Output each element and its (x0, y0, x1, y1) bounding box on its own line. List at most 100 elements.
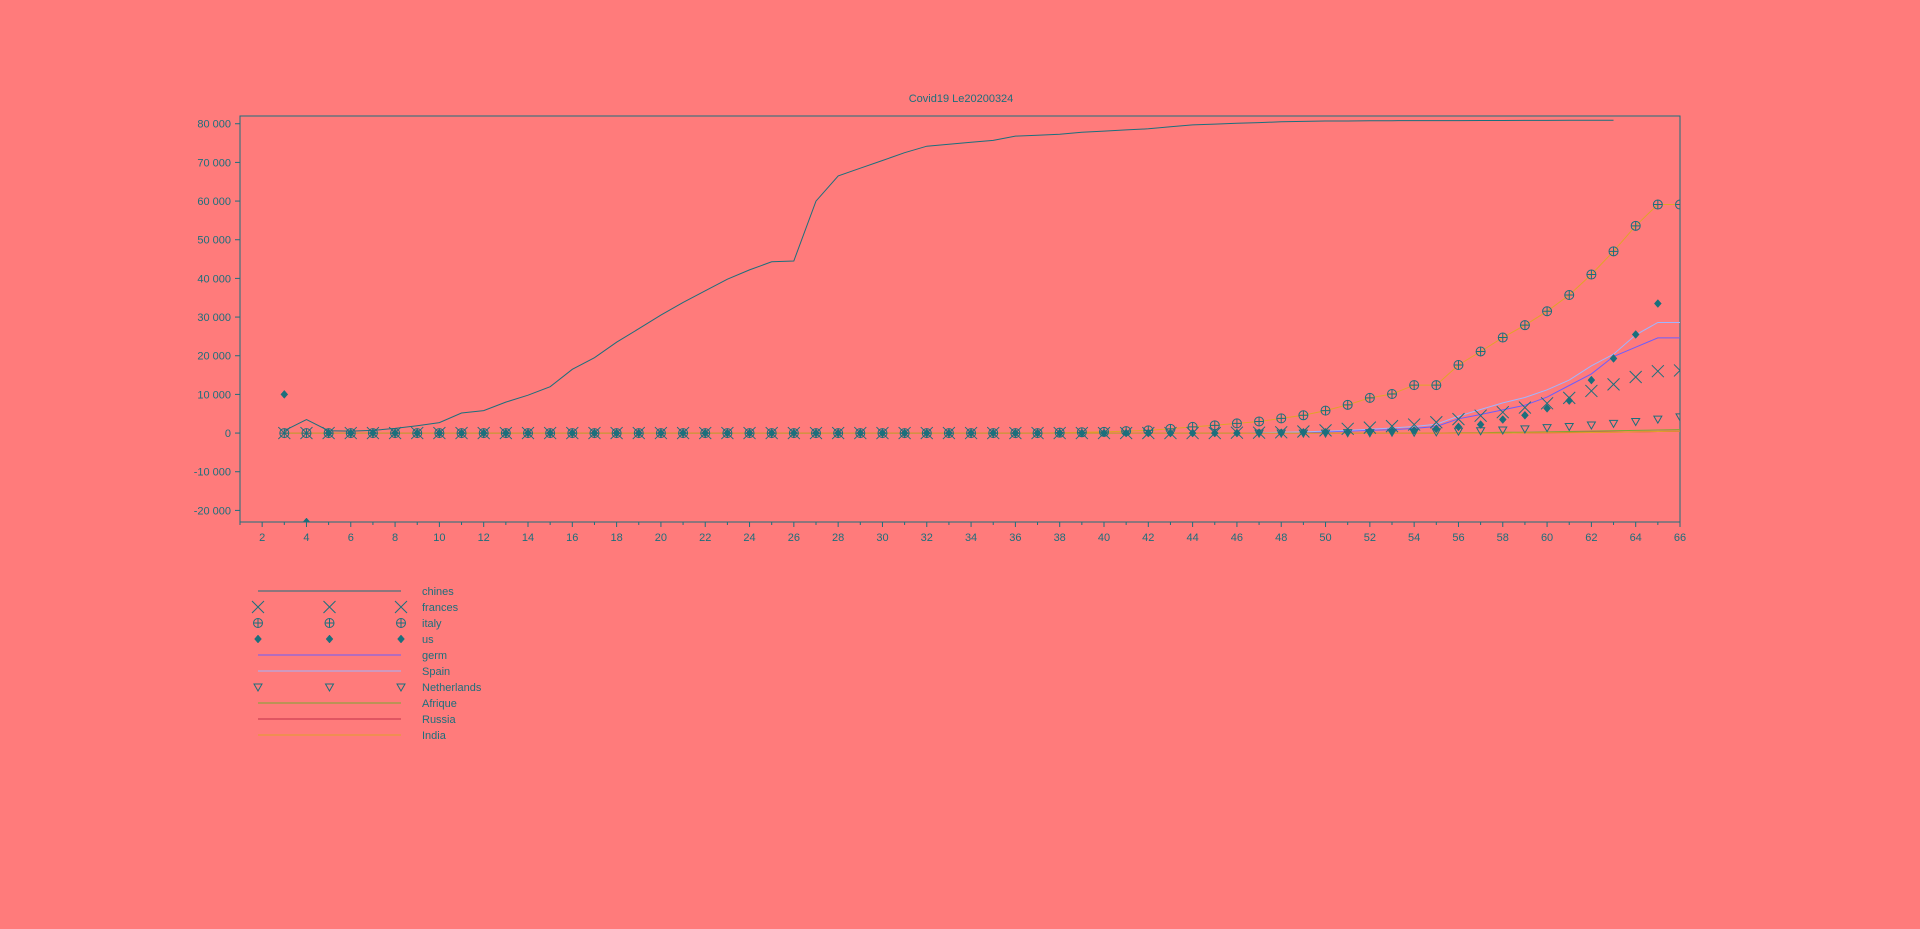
legend-item-spain: Spain (258, 666, 450, 678)
data-point-netherlands (1520, 425, 1530, 434)
data-point-italy (1652, 199, 1663, 210)
data-point-netherlands (1475, 427, 1486, 436)
x-tick-label: 62 (1585, 532, 1597, 544)
legend-item-germ: germ (258, 650, 447, 662)
data-point-us (524, 428, 532, 438)
data-point-us (1498, 415, 1507, 424)
data-point-frances (1651, 364, 1665, 378)
x-axis: 2 4 6 8 10 12 14 16 18 20 22 24 26 28 30 32 34 36 38 40 42 44… (239, 522, 1686, 544)
data-point-netherlands (1564, 422, 1575, 432)
x-tick-label: 44 (1186, 532, 1198, 544)
x-tick-label: 54 (1408, 532, 1420, 544)
data-point-us (967, 428, 975, 438)
y-axis: 80 000 70 000 60 000 50 000 40 000 30 000 20 0… (194, 119, 240, 517)
x-tick-label: 20 (655, 532, 667, 544)
legend-label: italy (422, 618, 442, 630)
series-line-germ (284, 337, 1680, 434)
data-point-us (1521, 410, 1529, 420)
legend-item-russia: Russia (258, 714, 457, 726)
series-line-chines (284, 119, 1614, 432)
x-tick-label: 16 (566, 532, 578, 544)
legend-label: chines (422, 586, 454, 598)
data-point-italy (1342, 399, 1353, 410)
data-point-us (767, 428, 776, 438)
x-tick-label: 18 (610, 532, 622, 544)
x-tick-label: 8 (392, 532, 398, 544)
data-point-netherlands (324, 683, 335, 693)
data-point-us (590, 428, 599, 438)
data-point-us (1454, 422, 1463, 432)
series-markers-netherlands (1254, 413, 1680, 439)
legend-label: Afrique (422, 698, 457, 710)
data-point-netherlands (1409, 428, 1420, 438)
data-point-frances (1429, 415, 1443, 429)
data-point-us (856, 428, 865, 438)
data-point-us (612, 428, 621, 438)
data-point-netherlands (1586, 421, 1597, 430)
data-point-us (280, 390, 289, 399)
data-point-italy (1519, 320, 1530, 331)
x-tick-label: 10 (433, 532, 445, 544)
data-point-netherlands (253, 683, 263, 693)
series-line-india (284, 430, 1680, 434)
data-point-italy (1453, 360, 1464, 371)
data-point-italy (301, 428, 312, 439)
y-tick-label: 40 000 (197, 273, 231, 285)
x-tick-label: 66 (1674, 532, 1686, 544)
data-point-us (1011, 428, 1020, 438)
y-tick-label: 70 000 (197, 157, 231, 169)
x-tick-label: 4 (303, 532, 309, 544)
legend-item-us: us (254, 634, 434, 646)
x-tick-label: 30 (876, 532, 888, 544)
data-point-us (723, 428, 732, 438)
legend-item-afrique: Afrique (258, 698, 457, 710)
data-point-us (302, 517, 311, 522)
data-point-italy (1254, 416, 1265, 427)
data-point-us (413, 428, 422, 438)
data-point-italy (1431, 380, 1442, 391)
data-point-netherlands (1608, 419, 1619, 429)
data-point-italy (1497, 332, 1508, 343)
data-point-netherlands (1276, 429, 1287, 439)
x-tick-label: 32 (921, 532, 933, 544)
data-point-italy (324, 618, 335, 628)
data-point-us (1188, 428, 1197, 438)
data-point-italy (1586, 269, 1597, 280)
x-tick-label: 46 (1231, 532, 1243, 544)
data-point-us (634, 428, 643, 438)
data-point-italy (1320, 405, 1331, 416)
series-markers-frances (277, 364, 1680, 440)
data-point-frances (394, 600, 408, 614)
data-point-us (1609, 354, 1618, 363)
data-point-frances (1407, 418, 1421, 431)
legend: chines frances italy us germ Spain Netherlands… (251, 586, 482, 742)
x-tick-label: 38 (1054, 532, 1066, 544)
data-point-netherlands (1320, 429, 1331, 439)
series-layer (277, 119, 1680, 522)
data-point-us (324, 428, 333, 438)
legend-label: frances (422, 602, 459, 614)
data-point-netherlands (1254, 429, 1264, 439)
x-tick-label: 60 (1541, 532, 1553, 544)
data-point-us (1543, 403, 1551, 413)
data-point-us (812, 428, 820, 438)
data-point-us (1078, 428, 1086, 438)
data-point-us (391, 428, 399, 438)
plot-frame (239, 115, 1681, 523)
data-point-us (502, 428, 510, 438)
data-point-italy (1564, 290, 1575, 301)
data-point-netherlands (1453, 427, 1464, 437)
series-markers-italy (279, 199, 1680, 439)
data-point-netherlands (1387, 428, 1397, 438)
data-point-frances (1518, 401, 1532, 414)
data-point-frances (1452, 412, 1465, 426)
series-markers-us (280, 299, 1662, 522)
data-point-us (701, 428, 710, 438)
data-point-us (568, 428, 577, 438)
y-tick-label: 30 000 (197, 312, 231, 324)
legend-label: Spain (422, 666, 450, 678)
y-tick-label: -10 000 (194, 467, 231, 479)
legend-item-netherlands: Netherlands (253, 682, 482, 694)
data-point-frances (251, 600, 265, 614)
